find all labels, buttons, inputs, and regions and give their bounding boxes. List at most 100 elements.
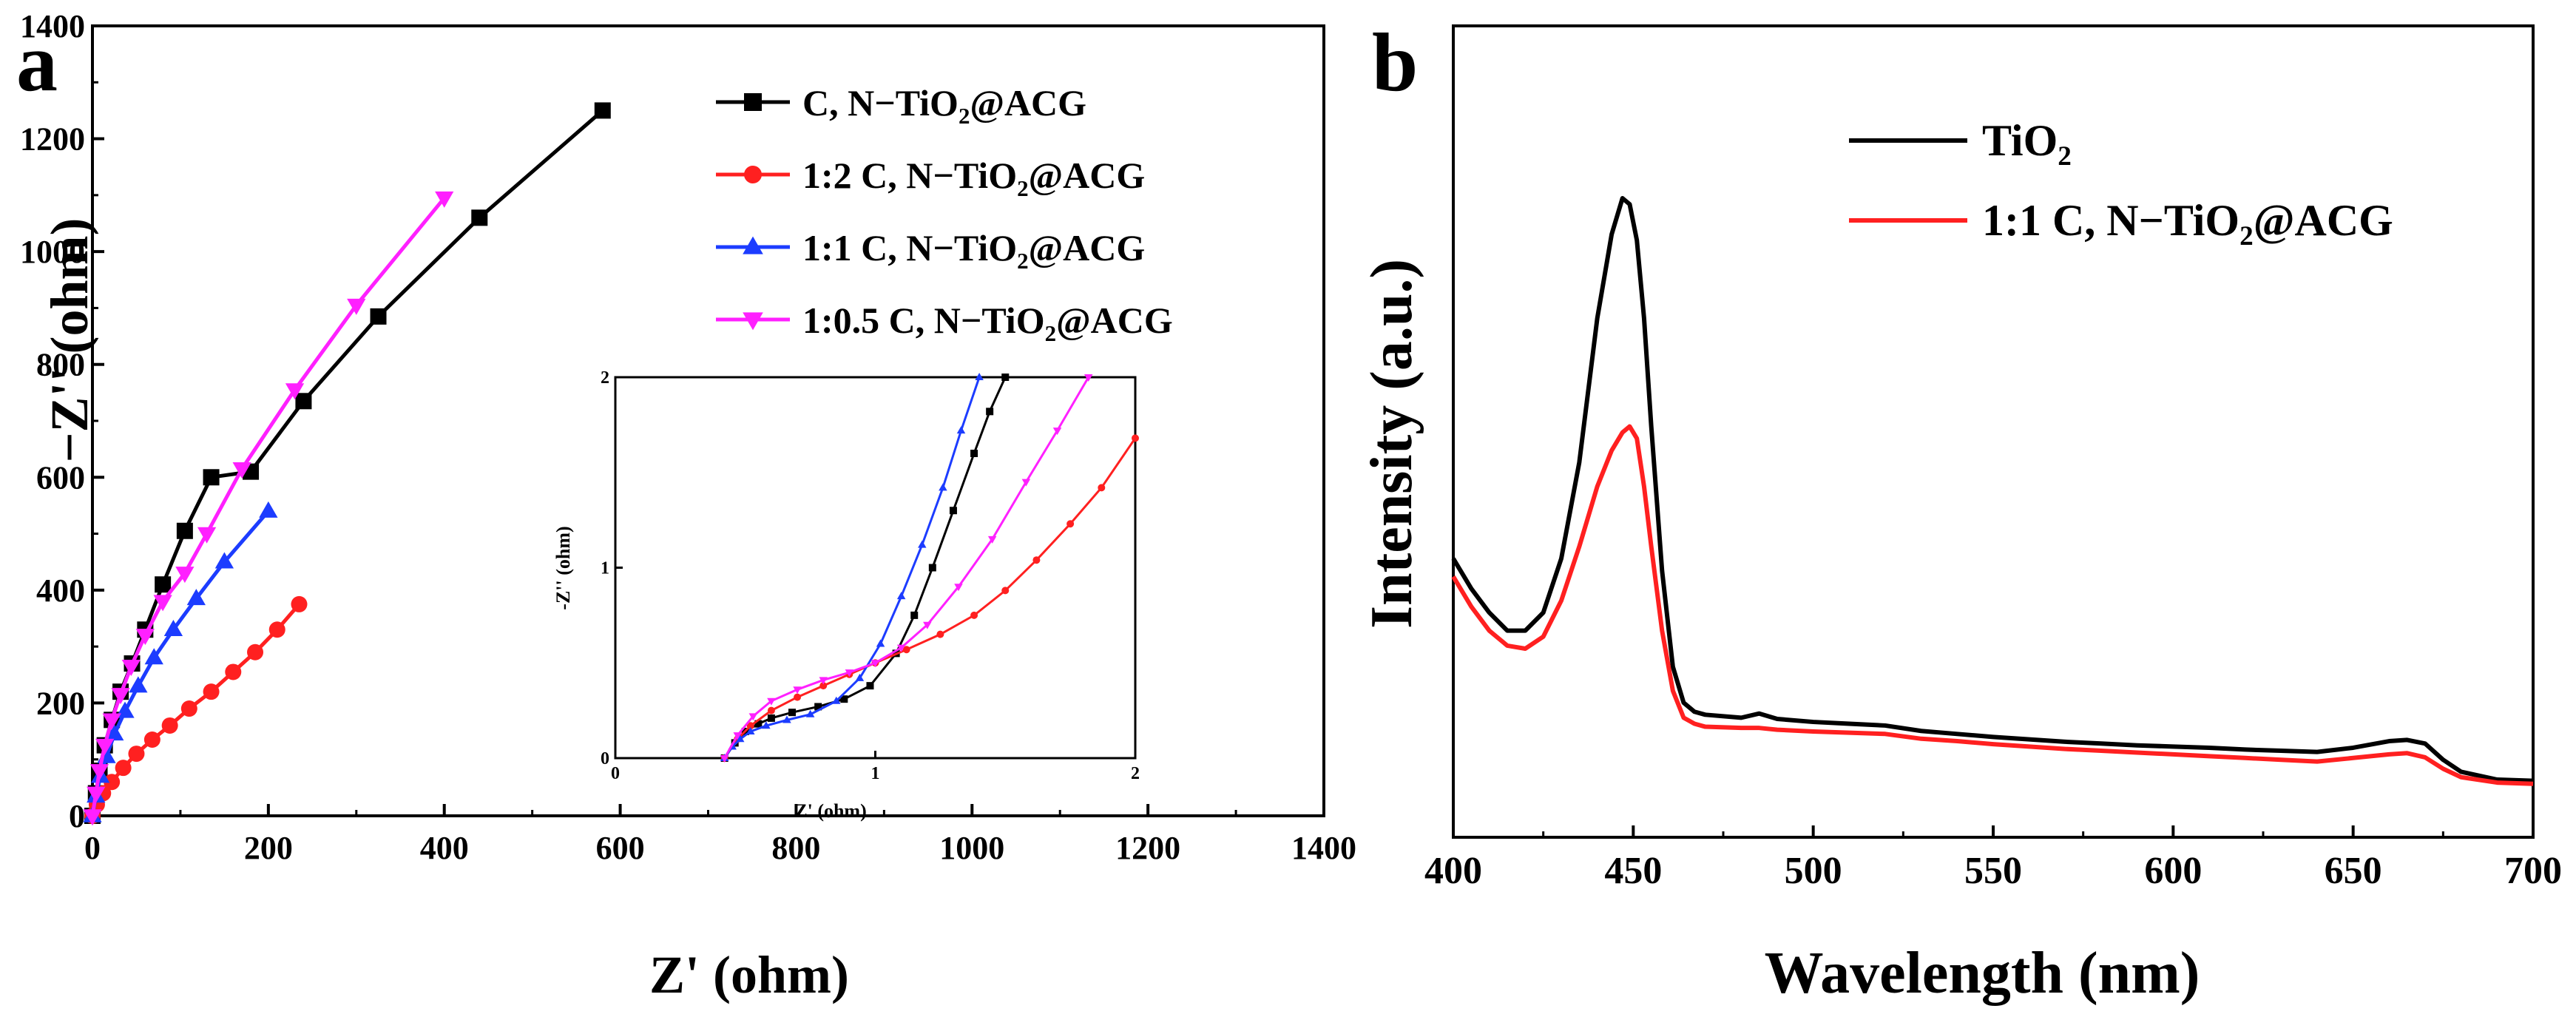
panel-a-y-tick-label: 1200 — [20, 121, 85, 158]
panel-a-legend-entry-text-tail: @ACG — [1029, 227, 1146, 268]
panel-a-legend-entry-text: 1:0.5 C, N−TiO2@ACG — [802, 300, 1173, 346]
panel-a-series-marker — [186, 589, 206, 606]
inset-x-axis-label: Z' (ohm) — [794, 800, 867, 822]
panel-a-series-marker — [347, 298, 366, 315]
panel-b-legend-entry-text-tail: @ACG — [2254, 196, 2393, 245]
panel-a-legend-entry-text: C, N−TiO2@ACG — [802, 82, 1086, 129]
panel-a-label: a — [16, 17, 58, 109]
inset-series-marker — [1084, 374, 1093, 382]
panel-a-legend-entry-text: 1:1 C, N−TiO2@ACG — [802, 227, 1145, 274]
inset-series-marker — [987, 535, 997, 544]
panel-a-legend-entry-text-tail: @ACG — [1056, 300, 1173, 341]
inset-series-marker — [748, 713, 758, 721]
inset-series-marker — [746, 726, 755, 734]
panel-b-x-tick-label: 500 — [1785, 850, 1842, 892]
panel-a-series-marker — [129, 676, 148, 693]
panel-a-series-marker — [102, 713, 121, 730]
inset-series-line — [723, 437, 1137, 759]
inset-series-marker — [918, 540, 927, 548]
panel-a-legend-entry-text-sub: 2 — [1017, 248, 1029, 274]
inset-y-tick-label: 0 — [601, 749, 609, 768]
inset-series-marker — [794, 693, 802, 701]
inset-series-marker — [1098, 484, 1106, 492]
inset-series-marker — [910, 611, 919, 619]
panel-b-legend-entry-text-main: TiO — [1982, 116, 2058, 165]
panel-b-x-tick-label: 600 — [2144, 850, 2202, 892]
panel-a-series-marker — [370, 308, 387, 325]
panel-b-legend-entry-text-sub: 2 — [2058, 141, 2072, 172]
panel-a-series-marker — [291, 595, 308, 612]
inset-series-marker — [819, 682, 828, 690]
panel-a-legend-entry-text-main: 1:0.5 C, N−TiO — [802, 300, 1045, 341]
inset-y-axis-label: -Z'' (ohm) — [552, 526, 574, 609]
inset-series-marker — [871, 660, 880, 668]
panel-a-y-axis-label: −Z'' (ohm) — [40, 217, 99, 462]
panel-a-x-axis-label: Z' (ohm) — [649, 945, 849, 1004]
inset-series-marker — [1001, 374, 1010, 381]
panel-a-legend-swatch-marker — [743, 312, 763, 331]
inset-series-marker — [754, 720, 763, 728]
panel-a-legend-entry-text-main: 1:1 C, N−TiO — [802, 227, 1017, 268]
panel-a-inset: 0 1 2 0 1 2 — [601, 368, 1140, 783]
panel-a-series-marker — [104, 774, 121, 791]
panel-a-series-marker — [435, 191, 454, 208]
inset-series-marker — [1132, 434, 1139, 442]
panel-a-legend-swatch-marker — [744, 93, 762, 111]
panel-a-series-marker — [95, 738, 115, 755]
panel-a-plot-area — [83, 102, 611, 826]
panel-a-y-tick-label: 400 — [36, 572, 85, 609]
panel-a-series-marker — [295, 393, 312, 410]
panel-a-y-tick-label: 600 — [36, 459, 85, 496]
panel-a-series-marker — [105, 724, 124, 741]
panel-b-legend-entry-text: 1:1 C, N−TiO2@ACG — [1982, 196, 2393, 251]
panel-a-series-marker — [135, 629, 155, 646]
inset-series-marker — [936, 630, 944, 638]
inset-series-marker — [986, 408, 994, 416]
panel-a-y-tick-label: 0 — [69, 798, 85, 834]
panel-a-series-marker — [247, 643, 264, 660]
inset-series-marker — [1001, 587, 1010, 595]
inset-series-marker — [832, 696, 841, 704]
panel-a-legend-entry-text-sub: 2 — [959, 103, 970, 129]
inset-series-marker — [896, 644, 906, 652]
panel-a-series-marker — [268, 621, 285, 638]
inset-series-marker — [840, 695, 848, 703]
panel-a-series-marker — [115, 760, 132, 777]
panel-a-y-tick-label: 1000 — [20, 234, 85, 270]
panel-a-series-marker — [143, 732, 160, 749]
panel-b-label: b — [1372, 17, 1418, 109]
inset-series-marker — [866, 682, 874, 690]
inset-series-marker — [939, 483, 947, 491]
panel-b-plot-area — [1451, 196, 2534, 786]
panel-b-x-tick-label: 650 — [2325, 850, 2382, 892]
inset-series-marker — [805, 709, 815, 717]
inset-series-marker — [720, 755, 729, 763]
panel-a-x-tick-label: 800 — [771, 830, 820, 866]
panel-a-y-tick-label: 1400 — [20, 8, 85, 44]
panel-a-series-marker — [121, 660, 141, 677]
panel-a-legend-swatch-marker — [744, 166, 762, 183]
panel-a-x-tick-label: 400 — [420, 830, 469, 866]
inset-series-marker — [970, 450, 978, 457]
inset-series-marker — [735, 734, 745, 743]
panel-b-x-tick-label: 400 — [1424, 850, 1482, 892]
panel-a-legend-entry-text-sub: 2 — [1017, 175, 1029, 201]
panel-a-y-tick-label: 800 — [36, 347, 85, 383]
panel-a-series-marker — [153, 595, 172, 612]
panel-a-legend-entry-text-sub: 2 — [1045, 320, 1057, 346]
inset-series-marker — [762, 721, 771, 729]
panel-b-axes: 400 450 500 550 600 650 700 — [1424, 24, 2562, 892]
inset-series-marker — [845, 669, 854, 678]
panel-a-series-marker — [471, 209, 488, 226]
inset-series-marker — [876, 639, 885, 647]
panel-a-legend-entry-text-tail: @ACG — [970, 82, 1086, 124]
panel-a-legend-entry-text-main: C, N−TiO — [802, 82, 959, 124]
panel-a-series-marker — [161, 717, 178, 734]
panel-b-y-axis-label: Intensity (a.u.) — [1359, 259, 1424, 629]
inset-series-marker — [767, 714, 775, 722]
panel-a-axes: 0 200 400 600 800 1000 1200 1400020040060080010… — [20, 8, 1356, 866]
inset-series-marker — [975, 373, 984, 380]
panel-a-y-tick-label: 200 — [36, 685, 85, 721]
